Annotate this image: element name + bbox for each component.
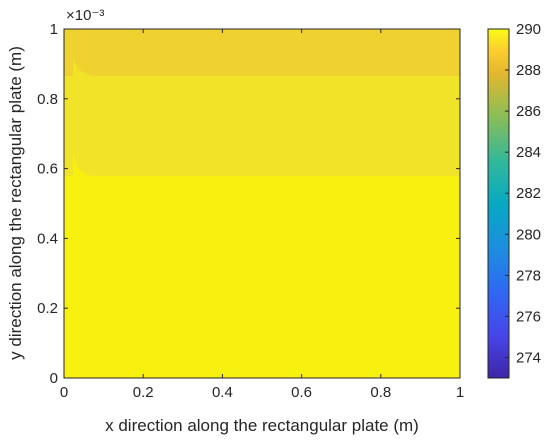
y-exponent-label: ×10⁻³ <box>66 7 104 24</box>
heatmap-area <box>64 29 460 378</box>
colorbar-tick-label: 284 <box>516 144 541 161</box>
y-tick-label: 0 <box>50 370 58 387</box>
y-tick-label: 1 <box>50 21 58 38</box>
plot-frame <box>63 28 461 379</box>
band-top <box>64 29 460 76</box>
x-axis-label: x direction along the rectangular plate … <box>105 416 419 435</box>
x-tick-label: 0.2 <box>133 384 154 401</box>
colorbar-tick-label: 274 <box>516 349 541 366</box>
colorbar-tick-label: 290 <box>516 21 541 38</box>
y-tick-label: 0.6 <box>37 161 58 178</box>
x-tick-label: 0.6 <box>291 384 312 401</box>
colorbar <box>487 28 510 379</box>
x-tick-label: 0 <box>60 384 68 401</box>
colorbar-tick-label: 288 <box>516 62 541 79</box>
y-tick-label: 0.8 <box>37 91 58 108</box>
colorbar-ticks: 274 276 278 280 282 284 286 288 290 <box>505 21 541 366</box>
colorbar-tick-label: 282 <box>516 185 541 202</box>
colorbar-tick-label: 280 <box>516 226 541 243</box>
y-axis-ticks: 0 0.2 0.4 0.6 0.8 1 <box>37 21 460 387</box>
y-tick-label: 0.4 <box>37 230 58 247</box>
colorbar-tick-label: 276 <box>516 308 541 325</box>
y-tick-label: 0.2 <box>37 300 58 317</box>
colorbar-tick-label: 286 <box>516 103 541 120</box>
colorbar-tick-label: 278 <box>516 267 541 284</box>
x-tick-label: 0.4 <box>212 384 233 401</box>
x-tick-label: 1 <box>456 384 464 401</box>
y-axis-label: y direction along the rectangular plate … <box>6 46 25 360</box>
x-axis-ticks: 0 0.2 0.4 0.6 0.8 1 <box>60 29 464 401</box>
x-tick-label: 0.8 <box>370 384 391 401</box>
